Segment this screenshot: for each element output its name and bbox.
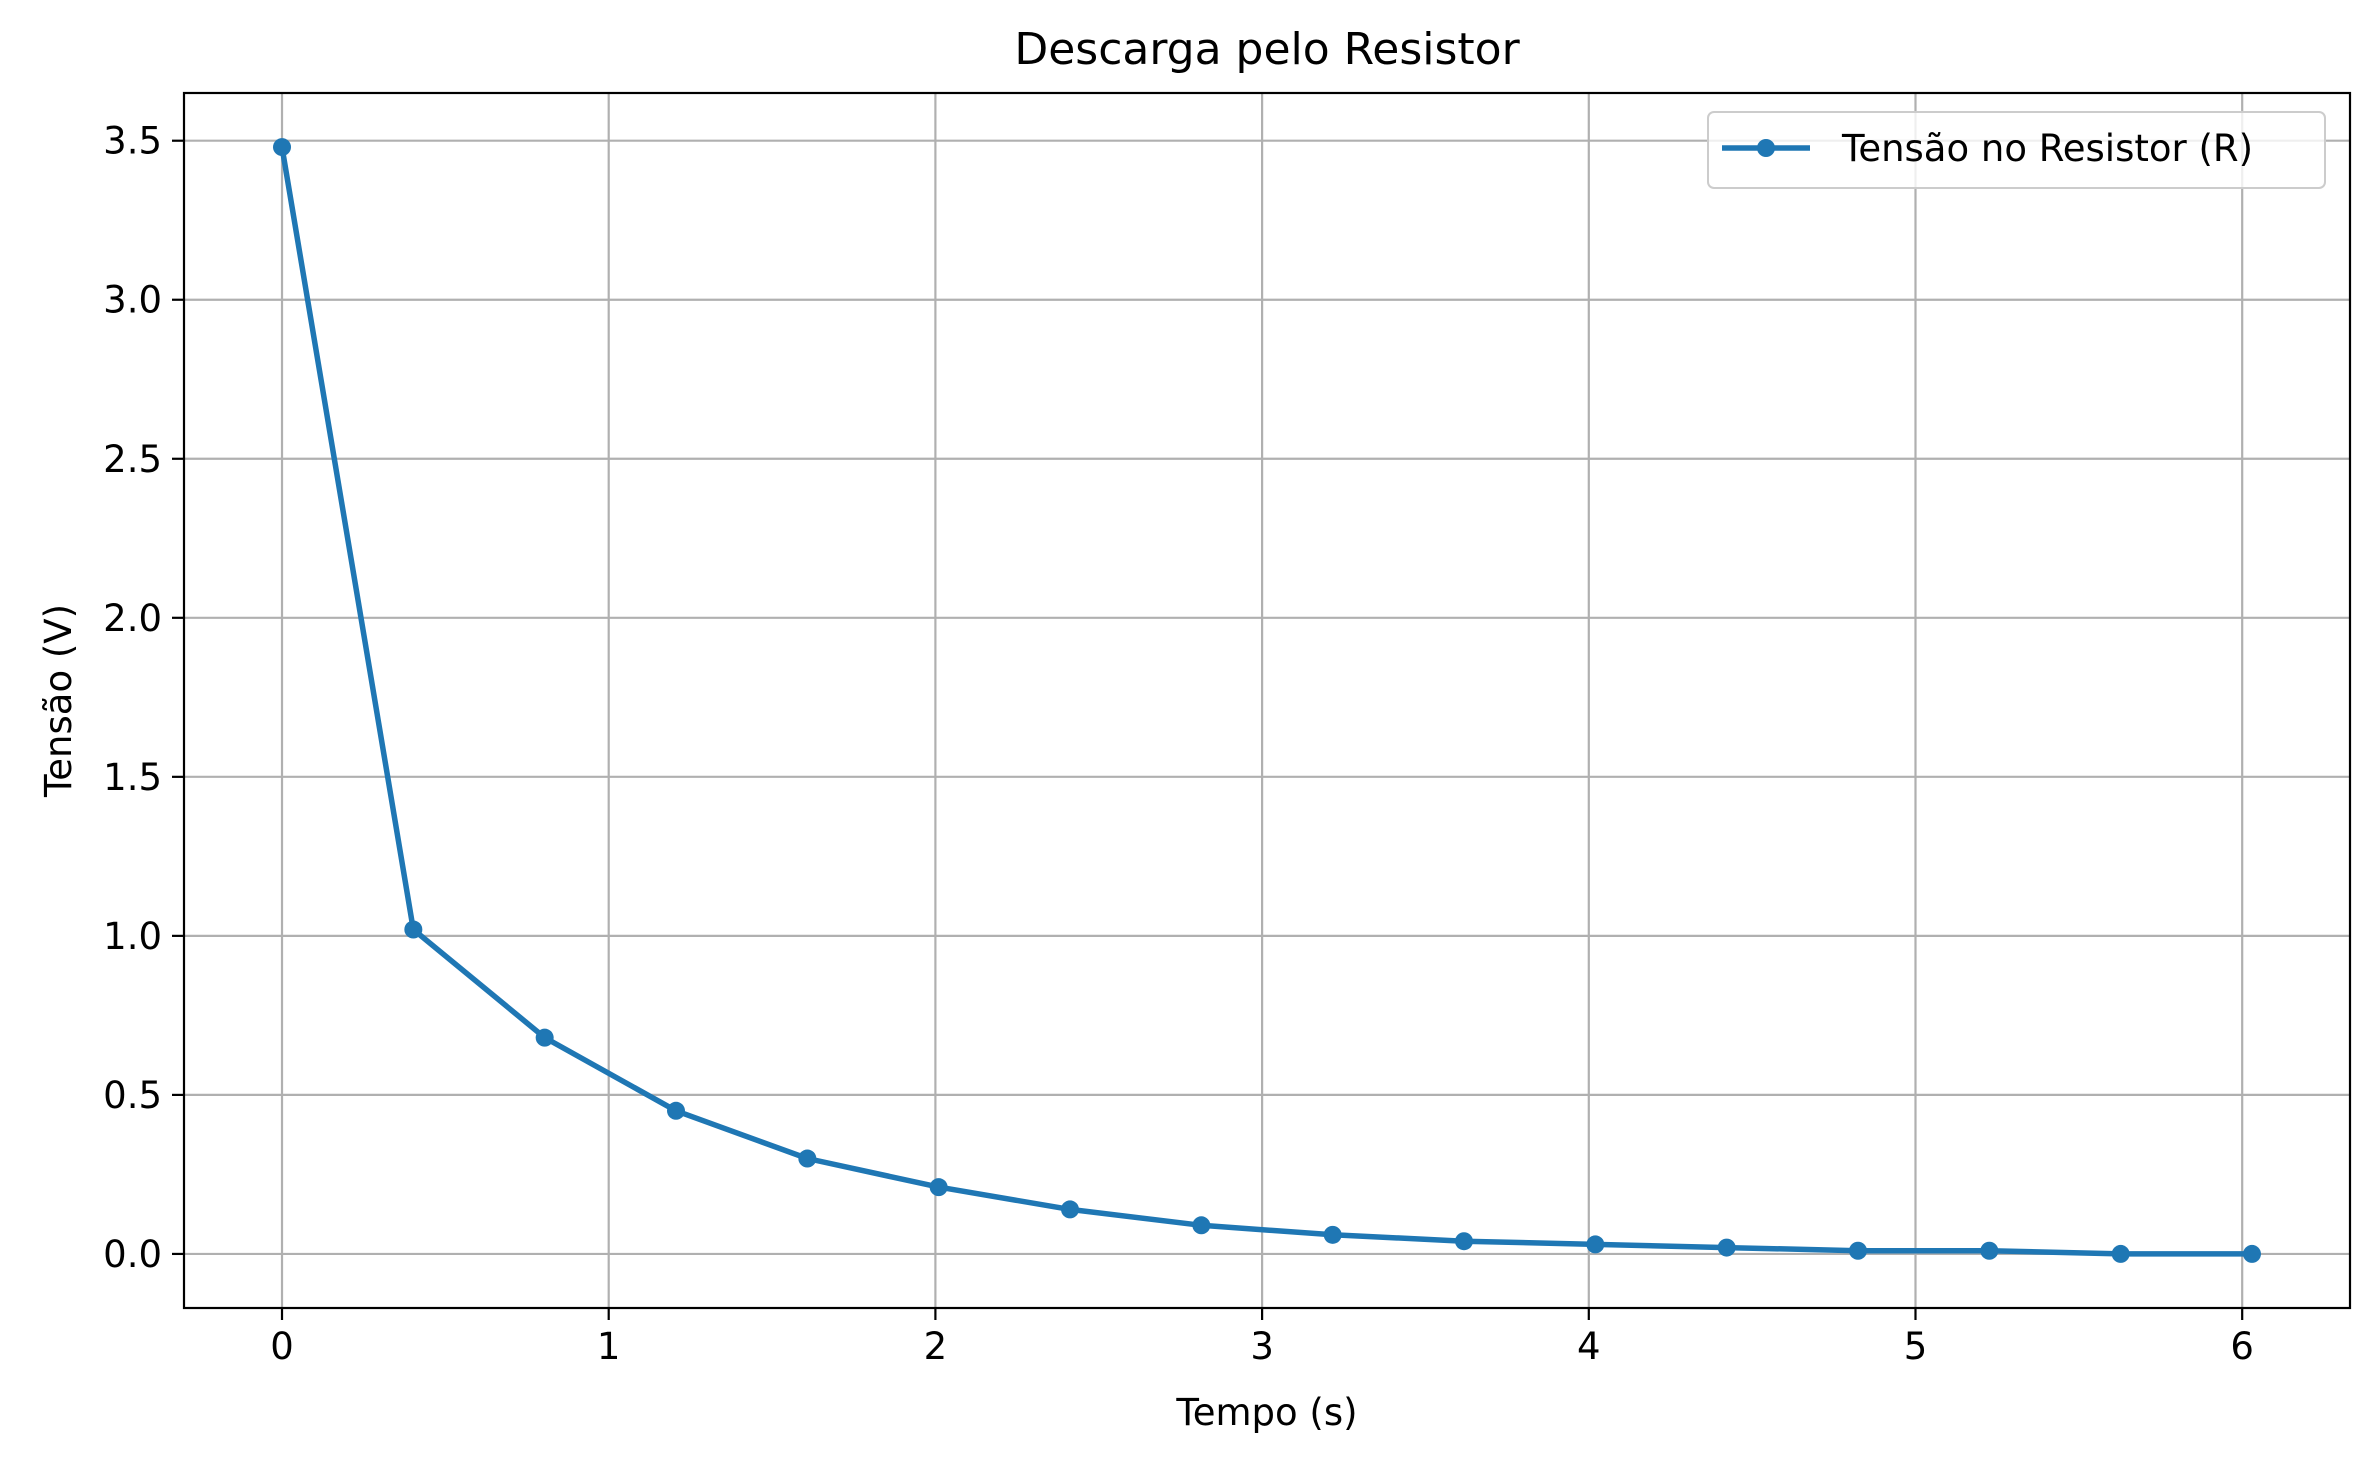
y-tick-label: 3.0	[103, 279, 162, 322]
data-point	[2111, 1244, 2130, 1263]
series-line	[278, 143, 2255, 1257]
data-point	[1323, 1225, 1342, 1244]
data-point	[404, 920, 423, 939]
legend-label: Tensão no Resistor (R)	[1841, 127, 2253, 170]
y-axis-label: Tensão (V)	[37, 604, 80, 798]
y-tick-label: 0.5	[103, 1074, 162, 1117]
ticks-layer: 0 1 2 3 4 5 6 0.0 0.5 1.0 1.5 2.0 2.5 3.0 3.5	[103, 120, 2254, 1368]
x-tick-label: 0	[270, 1325, 294, 1368]
data-point	[1586, 1235, 1605, 1254]
grid-layer	[184, 93, 2350, 1308]
y-tick-label: 1.0	[103, 915, 162, 958]
data-point	[1717, 1238, 1736, 1257]
data-point	[1061, 1200, 1080, 1219]
y-tick-label: 3.5	[103, 120, 162, 163]
x-tick-label: 4	[1577, 1325, 1601, 1368]
data-point	[1454, 1232, 1473, 1251]
data-point	[2242, 1244, 2261, 1263]
y-tick-label: 1.5	[103, 756, 162, 799]
y-tick-label: 2.0	[103, 597, 162, 640]
legend-marker-swatch	[1757, 139, 1775, 157]
data-point	[535, 1028, 554, 1047]
x-tick-label: 2	[924, 1325, 948, 1368]
legend: Tensão no Resistor (R)	[1707, 111, 2326, 189]
x-tick-label: 6	[2230, 1325, 2254, 1368]
data-point	[1192, 1216, 1211, 1235]
axes-frame	[182, 91, 2352, 1310]
x-tick-label: 3	[1250, 1325, 1274, 1368]
y-tick-label: 2.5	[103, 438, 162, 481]
data-point	[1848, 1241, 1867, 1260]
chart-title: Descarga pelo Resistor	[1014, 24, 1520, 75]
data-point	[273, 138, 292, 157]
x-axis-label: Tempo (s)	[1175, 1391, 1357, 1434]
legend-box	[1707, 111, 2326, 189]
x-tick-label: 1	[597, 1325, 621, 1368]
data-point	[667, 1101, 686, 1120]
y-tick-label: 0.0	[103, 1233, 162, 1276]
x-tick-label: 5	[1904, 1325, 1928, 1368]
data-point	[929, 1178, 948, 1197]
data-point	[798, 1149, 817, 1168]
series-layer	[273, 138, 2261, 1263]
data-point	[1980, 1241, 1999, 1260]
